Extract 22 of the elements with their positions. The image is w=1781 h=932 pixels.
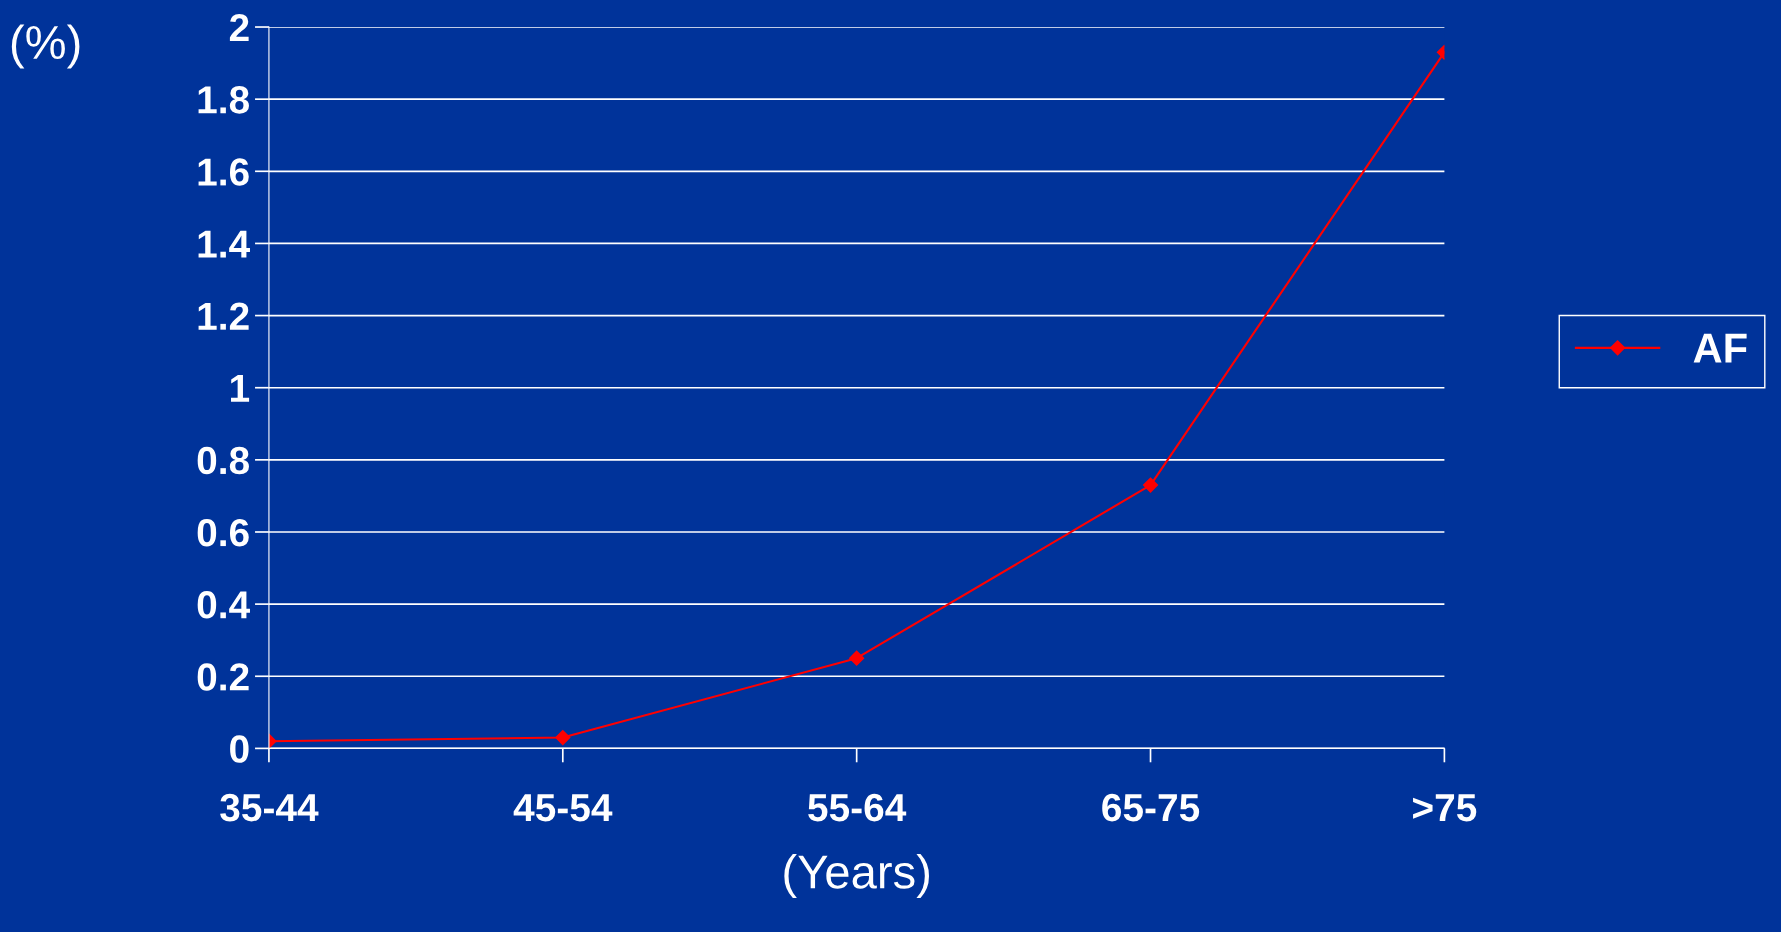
legend-label: AF xyxy=(1693,333,1747,363)
x-tick-label: 45-54 xyxy=(513,794,613,822)
x-tick-label: 55-64 xyxy=(808,793,907,822)
y-tick-label: 0 xyxy=(230,735,249,763)
point xyxy=(1142,477,1159,493)
y-tick-label: 1.8 xyxy=(198,86,249,114)
y-tick-label: 0.8 xyxy=(197,446,249,475)
y-tick-label: 0.4 xyxy=(197,591,250,619)
x-tick-label: >75 xyxy=(1413,794,1477,822)
y-tick-label: 0.2 xyxy=(197,663,249,691)
y-tick-label: 1.2 xyxy=(198,302,249,330)
y-tick-label: 1.4 xyxy=(198,230,250,258)
point xyxy=(849,650,865,666)
x-tick-label: 65-75 xyxy=(1102,793,1200,822)
y-tick-label: 2 xyxy=(229,13,249,42)
y-tick-label: 1.6 xyxy=(198,158,249,186)
x-axis-title: (Years) xyxy=(784,854,929,899)
y-axis-title: (%) xyxy=(11,24,80,69)
y-tick-label: 1 xyxy=(231,375,250,402)
y-tick-label: 0.6 xyxy=(197,518,249,547)
x-tick-label: 35-44 xyxy=(220,793,319,822)
point xyxy=(555,730,571,746)
